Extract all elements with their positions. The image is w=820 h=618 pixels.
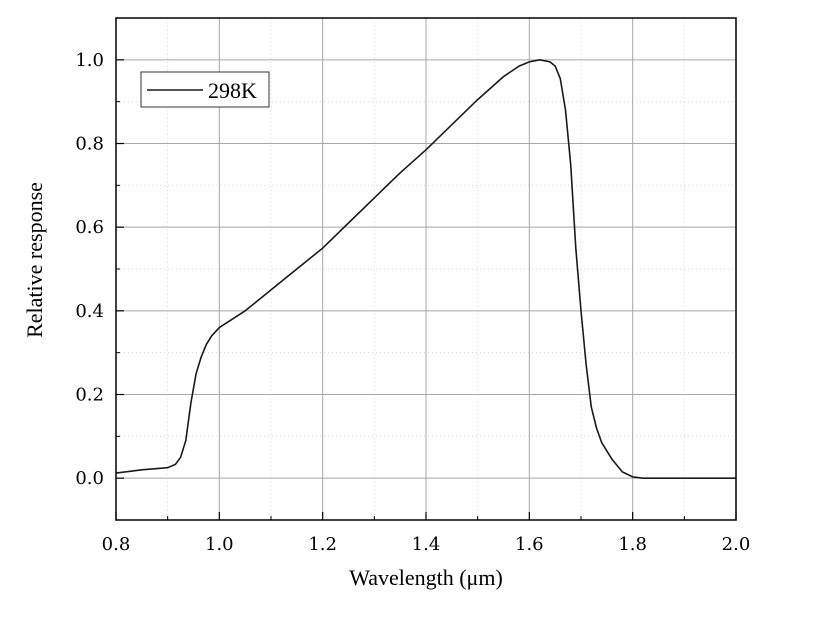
y-tick-label: 0.8 [75, 134, 104, 155]
x-tick-label: 1.2 [308, 534, 337, 555]
y-axis-title: Relative response [22, 182, 47, 338]
legend-label: 298K [208, 78, 257, 103]
y-tick-label: 0.6 [75, 217, 104, 238]
legend-box [140, 71, 270, 108]
x-tick-label: 1.4 [412, 534, 441, 555]
tick-labels: 0.8 1.0 1.2 1.4 1.6 1.8 2.0 0.0 0.2 0.4 0.6 0.8 1.0 [75, 50, 750, 555]
x-tick-label: 1.0 [205, 534, 234, 555]
y-tick-label: 0.4 [75, 301, 104, 322]
ticks [115, 17, 737, 521]
plot-lines [115, 58, 736, 480]
x-axis-title: Wavelength (μm) [349, 565, 503, 590]
y-tick-label: 1.0 [75, 50, 104, 71]
legend: 298K [140, 71, 270, 108]
series-line-298k [115, 58, 736, 480]
x-tick-label: 1.8 [618, 534, 647, 555]
y-tick-label: 0.0 [75, 468, 104, 489]
y-tick-label: 0.2 [75, 385, 104, 406]
x-tick-label: 1.6 [515, 534, 544, 555]
x-tick-label: 0.8 [102, 534, 131, 555]
x-tick-label: 2.0 [722, 534, 751, 555]
